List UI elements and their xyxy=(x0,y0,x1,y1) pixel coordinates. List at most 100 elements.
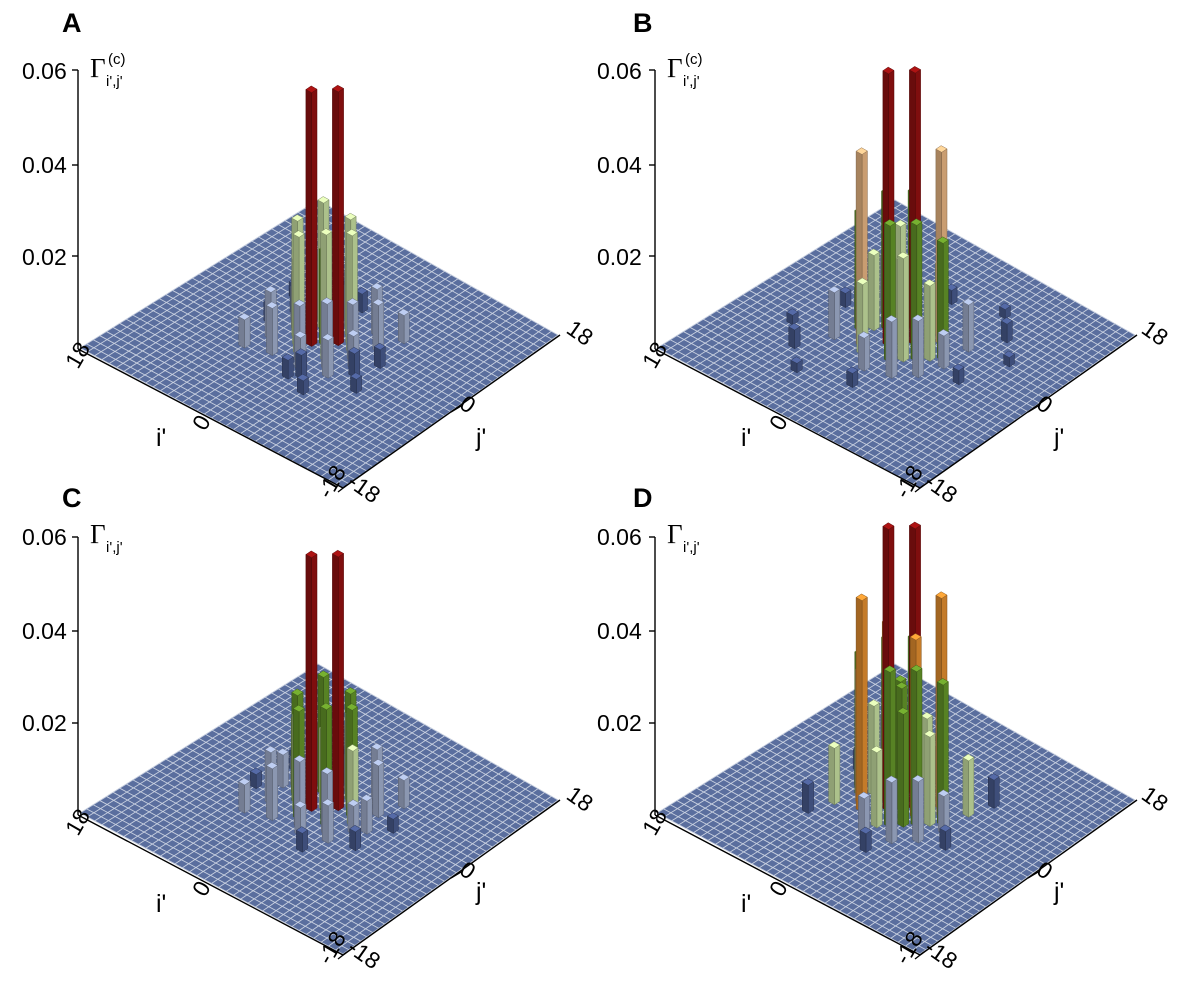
panel-a-floor-grid xyxy=(79,199,559,489)
panel-d-bar xyxy=(855,593,868,813)
panel-b-bar xyxy=(923,279,936,362)
panel-c-i-axis xyxy=(77,814,344,956)
panel-b-i-end-tick xyxy=(914,484,925,493)
panel-a-i-axis xyxy=(77,348,344,489)
panel-b-j-axis-label: j' xyxy=(1053,424,1064,452)
panel-c-bar xyxy=(331,549,345,812)
panel-b-bar xyxy=(897,251,910,363)
panel-a-bar xyxy=(296,373,309,396)
panel-d-i-end-tick xyxy=(914,951,925,960)
svg-text:i',j': i',j' xyxy=(683,539,700,556)
svg-text:i',j': i',j' xyxy=(683,73,700,90)
panel-a-bar xyxy=(372,298,385,354)
panel-a-z-label: Γ (c) i',j' xyxy=(90,51,126,90)
panel-b: B 0.06 0.04 0.02 Γ (c) i',j' 18 0 -18 18… xyxy=(597,8,1173,508)
panel-d-j-tick-label-1: 18 xyxy=(1137,781,1173,817)
panel-c-label: C xyxy=(62,483,82,513)
panel-d-bar xyxy=(937,789,950,835)
svg-text:i',j': i',j' xyxy=(106,539,123,556)
panel-b-z-label: Γ (c) i',j' xyxy=(667,51,703,90)
panel-b-bar xyxy=(867,248,880,332)
panel-c-bar xyxy=(321,798,334,844)
panel-d-bar xyxy=(962,753,975,818)
panel-c-bar xyxy=(349,824,362,852)
panel-b-bar xyxy=(790,356,803,374)
panel-b-bar xyxy=(912,314,925,379)
panel-d-z-tick-label-1: 0.06 xyxy=(597,524,642,550)
panel-b-bar xyxy=(846,366,859,389)
panel-d-bar xyxy=(801,778,815,814)
panel-a-bar xyxy=(348,346,361,378)
panel-c-bar xyxy=(249,767,263,790)
panel-d-bar xyxy=(859,826,872,854)
panel-b-z-tick-label-2: 0.04 xyxy=(597,152,642,178)
panel-c-j-tick-label-1: 18 xyxy=(562,781,598,817)
panel-d-bar xyxy=(897,707,910,828)
panel-b-i-axis-label: i' xyxy=(741,424,751,452)
panel-d-i-axis-label: i' xyxy=(741,890,751,918)
panel-c-bar xyxy=(397,773,410,810)
panel-b-bar xyxy=(786,308,799,326)
panel-a-label: A xyxy=(62,8,82,38)
panel-b-label: B xyxy=(633,8,653,38)
panel-c-z-tick-label-1: 0.06 xyxy=(22,524,67,550)
panel-d: D 0.06 0.04 0.02 Γ i',j' 18 0 -18 18 0 -… xyxy=(597,483,1173,974)
panel-d-z-label: Γ i',j' xyxy=(667,519,700,556)
panel-d-bar xyxy=(923,730,936,827)
panel-b-z-tick-label-1: 0.06 xyxy=(597,58,642,84)
panel-c-bar xyxy=(372,758,385,819)
panel-a-bar xyxy=(331,84,345,347)
panel-c-bar xyxy=(386,812,399,834)
panel-c-bar xyxy=(238,777,251,814)
panel-b-bar xyxy=(1000,317,1013,344)
panel-d-j-axis-label: j' xyxy=(1053,878,1064,906)
panel-c-bar xyxy=(276,748,289,789)
svg-text:Γ: Γ xyxy=(90,53,106,83)
panel-c-i-end-tick xyxy=(337,951,348,960)
panel-c-z-tick-label-2: 0.04 xyxy=(22,618,67,644)
panel-d-bar xyxy=(870,745,883,829)
panel-c-j-mid-tick xyxy=(450,871,462,879)
svg-text:i',j': i',j' xyxy=(106,73,123,90)
svg-text:(c): (c) xyxy=(685,51,703,68)
panel-a-bar xyxy=(321,333,334,379)
panel-a-i-axis-label: i' xyxy=(156,424,166,452)
panel-a-z-tick-label-2: 0.04 xyxy=(22,152,67,178)
panel-d-z-tick-label-3: 0.02 xyxy=(597,710,642,736)
svg-text:Γ: Γ xyxy=(667,519,683,549)
panel-c-bar xyxy=(295,826,309,853)
panel-a-bar xyxy=(305,85,318,347)
panel-a-bar xyxy=(373,342,386,370)
panel-d-label: D xyxy=(633,483,653,513)
panel-a: A 0.06 0.04 0.02 Γ (c) i',j' 18 0 -18 18… xyxy=(22,8,598,508)
panel-b-i-axis xyxy=(654,348,921,489)
panel-d-j-mid-tick xyxy=(1027,871,1039,879)
panel-b-bar xyxy=(937,329,950,370)
panel-b-bar xyxy=(952,363,965,386)
panel-b-bar xyxy=(885,315,898,379)
panel-a-j-axis-label: j' xyxy=(475,424,486,452)
panel-c: C 0.06 0.04 0.02 Γ i',j' 18 0 -18 18 0 -… xyxy=(22,483,598,974)
svg-text:Γ: Γ xyxy=(667,53,683,83)
panel-b-bar xyxy=(788,322,801,350)
panel-d-bar xyxy=(939,824,952,851)
panel-d-i-axis xyxy=(654,814,921,956)
panel-a-bar xyxy=(265,301,279,356)
panel-d-bar xyxy=(987,773,1000,809)
panel-d-bar xyxy=(828,741,841,806)
panel-b-bar xyxy=(999,302,1011,320)
panel-c-z-tick-label-3: 0.02 xyxy=(22,710,67,736)
panel-b-bar xyxy=(828,285,841,341)
panel-b-bar xyxy=(1003,350,1015,368)
svg-text:(c): (c) xyxy=(108,51,126,68)
panel-a-bar xyxy=(238,312,251,349)
panel-c-i-axis-label: i' xyxy=(156,890,166,918)
panel-b-z-tick-label-3: 0.02 xyxy=(597,244,642,270)
panel-a-z-tick-label-1: 0.06 xyxy=(22,58,67,84)
panel-c-j-axis-label: j' xyxy=(475,878,486,906)
panel-a-j-mid-tick xyxy=(450,405,462,413)
panel-a-bar xyxy=(397,308,410,345)
panel-a-bar xyxy=(281,353,294,380)
panel-c-z-label: Γ i',j' xyxy=(90,519,123,556)
